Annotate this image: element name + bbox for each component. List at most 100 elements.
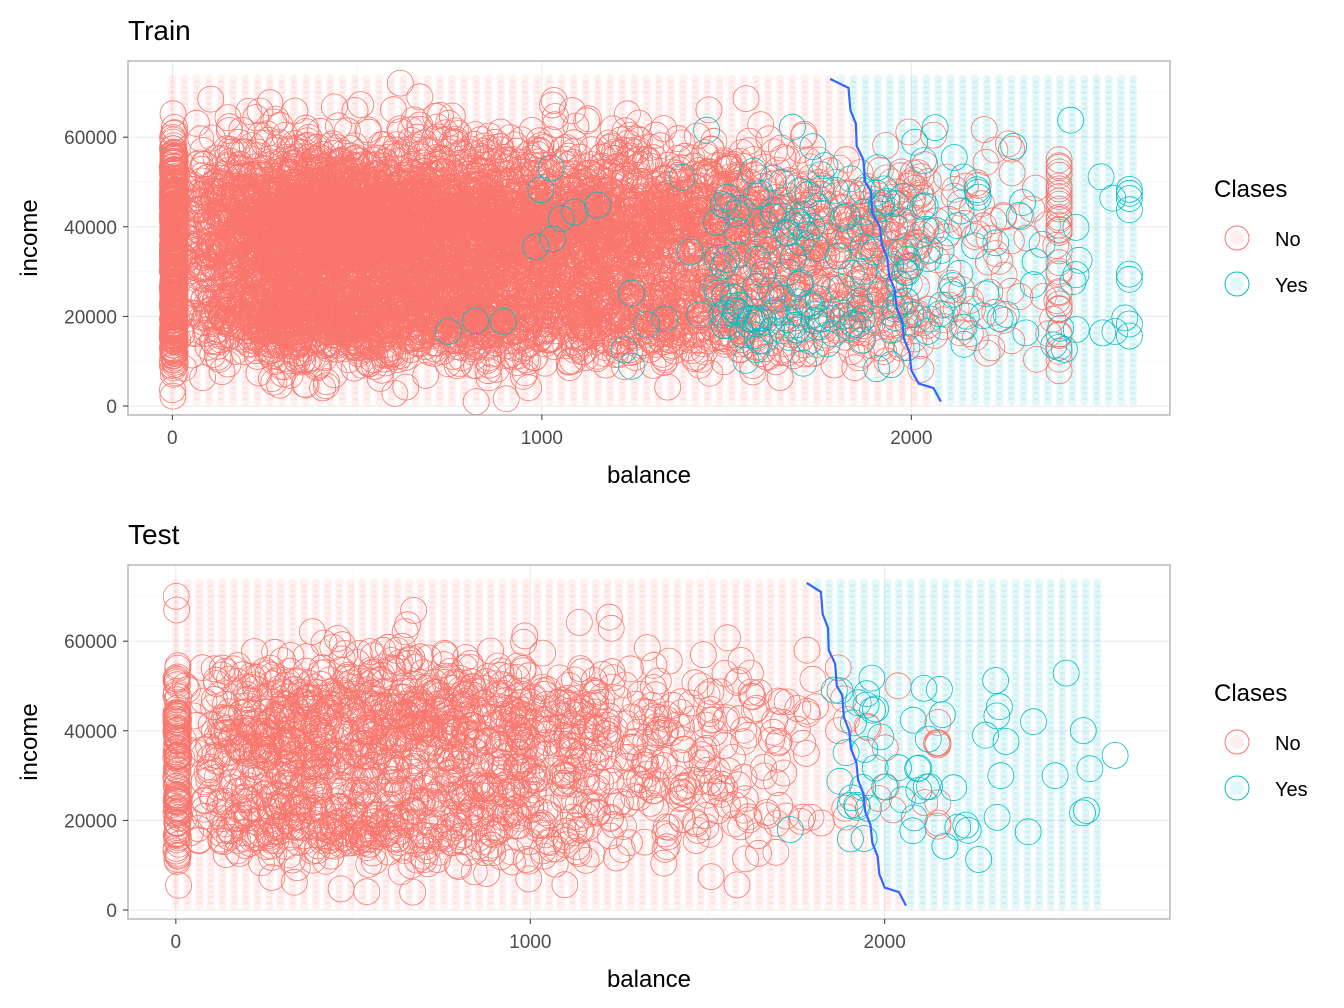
grid-point	[338, 80, 347, 89]
grid-point	[192, 118, 201, 127]
grid-point	[934, 74, 943, 84]
grid-point	[228, 102, 238, 111]
grid-point	[216, 129, 226, 138]
grid-point	[326, 375, 335, 384]
grid-point	[228, 397, 238, 406]
grid-point	[374, 397, 384, 406]
grid-point	[362, 391, 372, 401]
grid-point	[788, 74, 797, 84]
grid-point	[1031, 74, 1041, 84]
grid-point	[192, 370, 201, 379]
grid-point	[216, 397, 226, 406]
grid-point	[326, 80, 335, 89]
grid-point	[192, 391, 201, 401]
grid-point	[301, 91, 311, 100]
grid-point	[168, 102, 177, 111]
grid-point	[472, 74, 481, 84]
grid-point	[326, 74, 335, 84]
grid-point	[216, 91, 226, 100]
grid-point	[1104, 74, 1113, 84]
grid-point	[192, 96, 201, 106]
grid-point	[192, 74, 201, 84]
grid-point	[253, 370, 262, 379]
grid-point	[265, 96, 274, 106]
grid-point	[605, 74, 615, 84]
grid-point	[362, 107, 372, 116]
grid-point	[216, 80, 226, 89]
grid-point	[314, 96, 323, 106]
grid-point	[216, 118, 226, 127]
grid-point	[204, 397, 213, 406]
grid-point	[593, 74, 603, 84]
grid-point	[277, 96, 286, 106]
grid-point	[253, 375, 262, 384]
grid-point	[715, 74, 724, 84]
grid-point	[204, 91, 213, 100]
grid-point	[216, 391, 226, 401]
grid-point	[362, 386, 372, 395]
grid-point	[228, 129, 238, 138]
grid-point	[216, 359, 226, 368]
grid-point	[995, 74, 1004, 84]
grid-point	[192, 113, 201, 122]
grid-point	[885, 74, 894, 84]
grid-point	[204, 74, 213, 84]
grid-point	[253, 74, 262, 84]
grid-point	[326, 85, 335, 95]
grid-point	[435, 74, 445, 84]
grid-point	[666, 74, 676, 84]
grid-point	[253, 91, 262, 100]
grid-point	[180, 118, 189, 127]
grid-point	[338, 386, 347, 395]
grid-point	[277, 397, 286, 406]
grid-point	[399, 74, 408, 84]
grid-point	[289, 80, 299, 89]
grid-point	[216, 134, 226, 144]
grid-point	[338, 85, 347, 95]
grid-point	[533, 74, 542, 84]
grid-point	[168, 123, 177, 133]
grid-point	[508, 74, 517, 84]
grid-point	[460, 74, 469, 84]
grid-point	[727, 74, 736, 84]
grid-point	[326, 102, 335, 111]
grid-point	[289, 107, 299, 116]
grid-point	[228, 386, 238, 395]
grid-point	[204, 364, 213, 373]
grid-point	[253, 397, 262, 406]
grid-point	[800, 74, 809, 84]
grid-point	[289, 397, 299, 406]
grid-point	[228, 74, 238, 84]
grid-point	[265, 102, 274, 111]
grid-point	[277, 113, 286, 122]
grid-point	[557, 74, 566, 84]
grid-point	[301, 102, 311, 111]
grid-point	[289, 102, 299, 111]
grid-point	[168, 386, 177, 395]
grid-point	[301, 391, 311, 401]
grid-point	[314, 102, 323, 111]
grid-point	[338, 74, 347, 84]
grid-point	[216, 375, 226, 384]
grid-point	[192, 375, 201, 384]
grid-point	[338, 107, 347, 116]
grid-point	[180, 80, 189, 89]
grid-point	[265, 397, 274, 406]
grid-point	[946, 74, 955, 84]
grid-point	[326, 91, 335, 100]
chart-title: Train	[128, 15, 191, 46]
grid-point	[168, 107, 177, 116]
grid-point	[301, 74, 311, 84]
grid-point	[216, 85, 226, 95]
grid-point	[362, 118, 372, 127]
grid-point	[168, 85, 177, 95]
grid-point	[277, 80, 286, 89]
grid-point	[326, 391, 335, 401]
grid-point	[253, 113, 262, 122]
grid-point	[350, 102, 359, 111]
grid-point	[301, 96, 311, 106]
grid-point	[241, 91, 250, 100]
grid-point	[484, 74, 493, 84]
grid-point	[228, 118, 238, 127]
grid-point	[265, 74, 274, 84]
